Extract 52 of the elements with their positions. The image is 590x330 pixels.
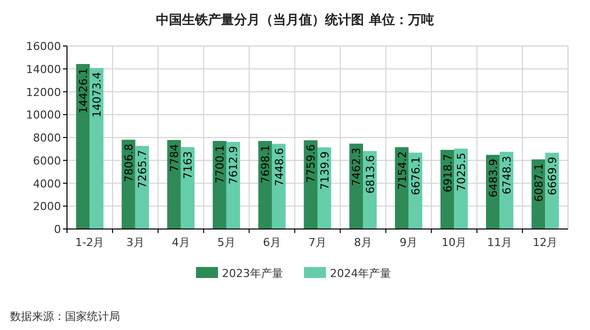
bar xyxy=(167,140,181,229)
x-tick-label: 5月 xyxy=(217,236,236,249)
data-label: 6483.9 xyxy=(486,158,500,198)
data-label: 7612.9 xyxy=(227,146,240,184)
bar xyxy=(76,64,90,229)
x-tick-label: 7月 xyxy=(308,236,326,249)
source-note: 数据来源：国家统计局 xyxy=(10,310,120,323)
data-label: 6669.9 xyxy=(546,156,560,196)
y-tick-label: 14000 xyxy=(26,62,61,76)
y-tick-label: 16000 xyxy=(26,40,61,53)
x-tick-label: 3月 xyxy=(126,236,144,249)
y-tick-label: 6000 xyxy=(33,154,61,168)
data-label: 6087.1 xyxy=(532,163,546,202)
y-tick-label: 2000 xyxy=(33,200,61,214)
y-tick-label: 0 xyxy=(54,223,61,236)
data-label: 7759.6 xyxy=(304,144,318,183)
data-label: 7462.3 xyxy=(350,148,364,186)
data-label: 6813.6 xyxy=(364,155,377,194)
chart-title: 中国生铁产量分月（当月值）统计图 单位：万吨 xyxy=(156,12,434,28)
x-tick-label: 11月 xyxy=(487,236,512,249)
data-label: 7154.2 xyxy=(396,151,409,190)
bar xyxy=(212,140,226,229)
x-tick-label: 8月 xyxy=(354,236,372,249)
data-label: 7806.8 xyxy=(122,144,136,182)
data-label: 7700.1 xyxy=(214,144,227,184)
bar xyxy=(454,148,468,229)
x-tick-label: 1-2月 xyxy=(75,236,104,249)
data-label: 14073.4 xyxy=(90,72,104,118)
bar xyxy=(90,68,104,229)
legend-label: 2024年产量 xyxy=(330,267,391,280)
data-label: 7139.9 xyxy=(318,151,332,190)
x-tick-label: 4月 xyxy=(172,236,190,249)
y-tick-label: 12000 xyxy=(26,86,61,99)
y-tick-label: 10000 xyxy=(26,108,61,122)
y-tick-label: 4000 xyxy=(33,177,61,190)
data-label: 7025.5 xyxy=(454,152,468,192)
data-label: 14426.1 xyxy=(76,68,90,114)
legend-label: 2023年产量 xyxy=(222,267,283,280)
data-label: 6918.7 xyxy=(441,154,454,192)
data-label: 7265.7 xyxy=(136,150,150,188)
data-label: 6748.3 xyxy=(500,156,514,194)
bar xyxy=(122,140,136,229)
x-tick-label: 9月 xyxy=(400,236,418,249)
y-tick-label: 8000 xyxy=(33,132,61,144)
x-tick-label: 6月 xyxy=(262,236,281,249)
x-tick-label: 10月 xyxy=(442,236,467,249)
data-label: 7163 xyxy=(182,151,195,180)
data-label: 7448.6 xyxy=(272,148,286,186)
x-tick-label: 12月 xyxy=(532,236,558,249)
data-label: 7698.1 xyxy=(259,144,272,184)
data-label: 7784 xyxy=(168,144,182,172)
data-label: 6676.1 xyxy=(409,156,422,196)
